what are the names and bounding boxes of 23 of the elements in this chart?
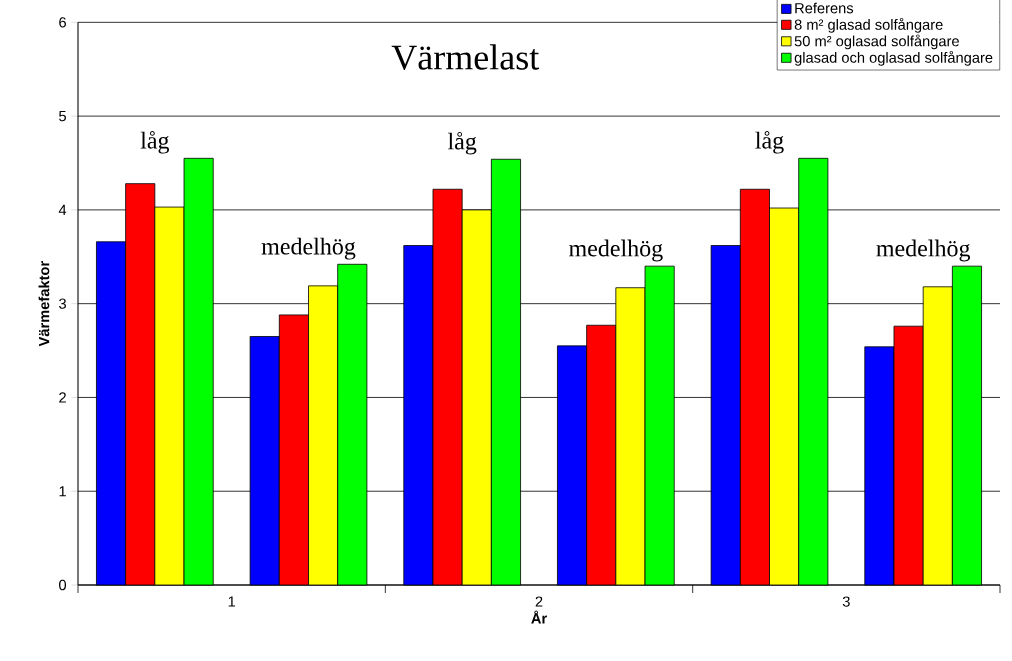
y-tick-label: 6	[59, 17, 66, 28]
annotation: medelhög	[569, 239, 663, 262]
annotation: medelhög	[876, 239, 971, 262]
legend-label: glasad och oglasad solfångare	[794, 50, 993, 66]
y-tick-label: 1	[59, 486, 66, 497]
x-tick-label: 3	[842, 596, 850, 607]
y-tick-label: 5	[59, 111, 66, 122]
y-tick-label: 3	[59, 298, 66, 309]
annotation: låg	[755, 131, 784, 154]
y-tick-label: 0	[59, 579, 67, 591]
annotation: låg	[447, 131, 477, 155]
annotation: medelhög	[261, 237, 356, 260]
x-tick-label: 2	[535, 596, 543, 607]
legend-label: 8 m² glasad solfångare	[794, 17, 943, 33]
x-axis-title: År	[531, 610, 547, 624]
chart-title: Värmelast	[391, 44, 540, 70]
y-axis-title: Värmefaktor	[38, 261, 50, 347]
legend-label: Referens	[795, 2, 854, 14]
annotation: låg	[140, 131, 170, 154]
y-tick-label: 2	[59, 392, 66, 403]
x-tick-label: 1	[228, 596, 236, 607]
legend-label: 50 m² oglasad solfångare	[794, 34, 959, 50]
y-tick-label: 4	[58, 204, 67, 215]
